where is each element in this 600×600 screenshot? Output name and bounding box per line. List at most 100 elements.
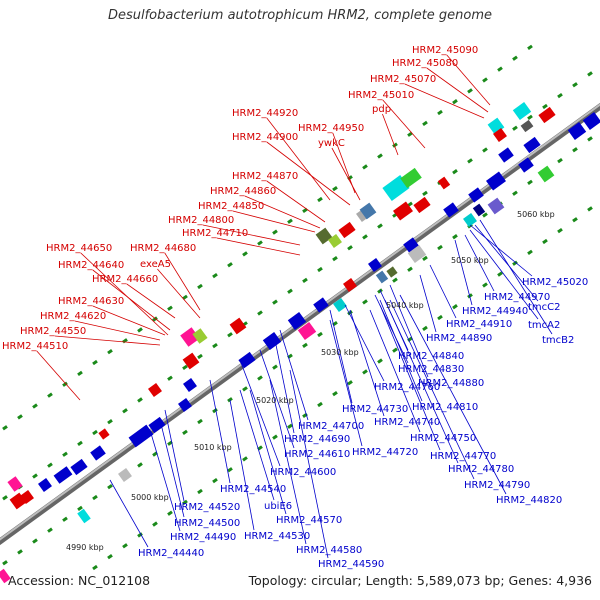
scale-label: 5060 kbp <box>517 210 555 219</box>
leader-line <box>216 237 301 256</box>
leader-line <box>279 329 309 421</box>
tick <box>467 88 473 94</box>
tick <box>182 364 188 370</box>
tick <box>77 505 83 512</box>
tick <box>2 425 8 431</box>
leader-line <box>274 339 295 434</box>
tick <box>32 473 38 479</box>
tick <box>137 397 143 403</box>
tick <box>242 456 248 462</box>
tick <box>92 429 98 436</box>
tick <box>332 391 338 397</box>
reverse-gene-label: HRM2_44890 <box>426 333 492 344</box>
tick <box>257 445 263 451</box>
leader-line <box>379 304 441 451</box>
leader-line <box>329 319 363 447</box>
tick <box>92 359 98 366</box>
tick <box>77 440 83 447</box>
gene-feature <box>400 167 422 189</box>
leader-line <box>446 54 491 106</box>
tick <box>557 227 563 234</box>
reverse-gene-label: HRM2_44500 <box>174 518 240 529</box>
tick <box>272 434 278 440</box>
leader-line <box>74 320 161 341</box>
leader-line <box>209 379 231 484</box>
forward-gene-label: HRM2_44620 <box>40 311 106 322</box>
leader-line <box>384 299 459 464</box>
leader-line <box>92 269 171 331</box>
tick <box>227 397 233 403</box>
reverse-gene-label: HRM2_44700 <box>298 421 364 432</box>
leader-line <box>259 349 295 449</box>
tick <box>437 244 443 251</box>
reverse-gene-label: HRM2_44940 <box>462 306 528 317</box>
tick <box>107 554 113 560</box>
tick <box>527 249 533 255</box>
gene-feature <box>368 258 382 272</box>
leader-line <box>379 299 423 402</box>
tick <box>482 212 488 218</box>
gene-feature <box>128 424 154 448</box>
reverse-gene-label: HRM2_44690 <box>284 434 350 445</box>
tick <box>257 240 263 246</box>
reverse-gene-label: HRM2_44750 <box>410 433 476 444</box>
leader-line <box>289 369 329 559</box>
leader-line <box>249 389 287 515</box>
tick <box>452 99 458 105</box>
reverse-gene-label: HRM2_44810 <box>412 402 478 413</box>
reverse-gene-label: HRM2_44790 <box>464 480 530 491</box>
tick <box>62 516 68 522</box>
gene-feature <box>148 416 166 434</box>
gene-feature <box>523 136 541 154</box>
leader-line <box>469 224 533 277</box>
leader-line <box>349 309 385 417</box>
reverse-gene-label: HRM2_44490 <box>170 532 236 543</box>
gene-feature <box>20 490 34 504</box>
tick <box>257 310 263 316</box>
tick <box>197 283 203 290</box>
tick <box>347 380 353 386</box>
forward-gene-label: HRM2_44650 <box>46 243 112 254</box>
scale-label: 5030 kbp <box>321 348 359 357</box>
gene-feature <box>403 237 419 253</box>
tick <box>167 510 173 516</box>
leader-line <box>469 229 539 320</box>
gene-feature <box>333 298 347 312</box>
gene-feature <box>238 351 256 369</box>
tick <box>392 142 398 148</box>
tick <box>482 282 488 288</box>
leader-line <box>266 141 351 206</box>
reverse-gene-label: HRM2_44820 <box>496 495 562 506</box>
tick <box>122 408 128 414</box>
tick <box>107 349 113 355</box>
gene-feature <box>359 202 377 220</box>
tick <box>92 564 98 571</box>
tick <box>587 206 593 212</box>
leader-line <box>404 83 485 119</box>
scale-label: 5050 kbp <box>451 256 489 265</box>
scale-labels: 4990 kbp 5000 kbp 5010 kbp 5020 kbp 5030 kbp… <box>66 210 555 552</box>
reverse-gene-label: HRM2_44770 <box>430 451 496 462</box>
leader-line <box>464 234 495 292</box>
tick <box>482 147 488 153</box>
gene-feature <box>315 227 333 245</box>
reverse-gene-label: tmcA2 <box>528 320 560 331</box>
forward-gene-label: HRM2_44640 <box>58 260 124 271</box>
leader-line <box>80 252 169 336</box>
tick <box>152 521 158 527</box>
tick <box>302 277 308 284</box>
leader-line <box>479 219 553 335</box>
scale-label: 5000 kbp <box>131 493 169 502</box>
tick <box>527 179 533 185</box>
gene-feature <box>463 213 477 227</box>
gene-feature <box>328 234 342 248</box>
forward-gene-label: HRM2_45070 <box>370 74 436 85</box>
tick <box>377 153 383 159</box>
gene-feature <box>183 378 197 392</box>
tick <box>407 131 413 137</box>
tick <box>212 272 218 279</box>
reverse-gene-label: ubiE6 <box>264 501 292 512</box>
tick <box>287 423 293 429</box>
gene-feature <box>338 221 356 239</box>
reverse-gene-label: HRM2_44830 <box>398 364 464 375</box>
